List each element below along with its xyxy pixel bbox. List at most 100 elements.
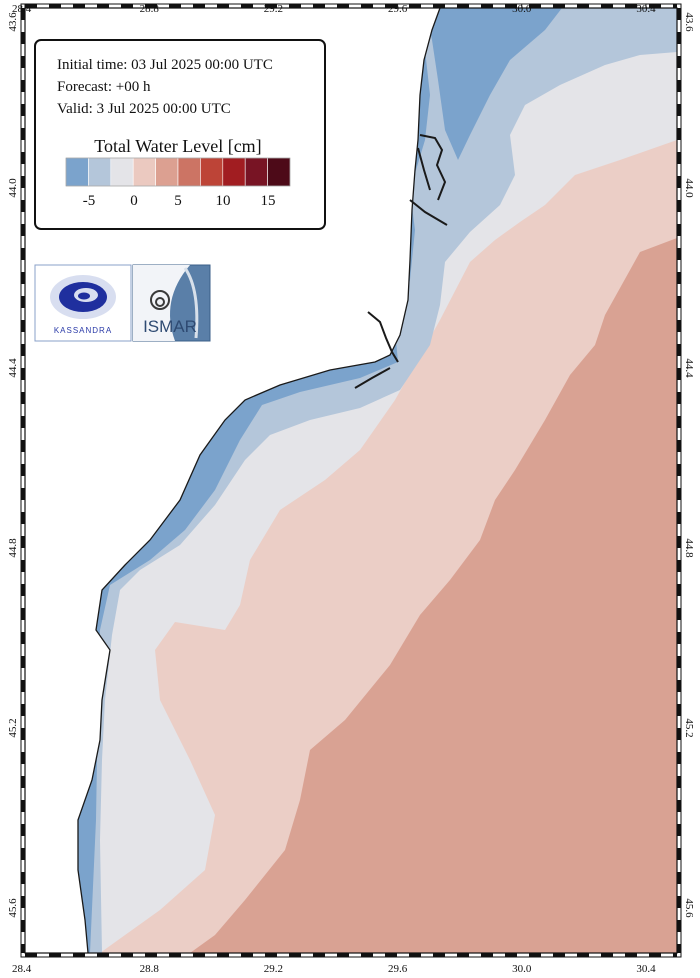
- colorbar-swatch: [132, 157, 156, 187]
- frame-segment: [289, 4, 301, 8]
- frame-segment: [677, 848, 681, 860]
- frame-segment: [73, 4, 85, 8]
- colorbar-swatch: [155, 157, 179, 187]
- frame-segment: [121, 4, 133, 8]
- frame-segment: [601, 4, 613, 8]
- frame-segment: [677, 488, 681, 500]
- frame-segment: [21, 416, 25, 428]
- frame-segment: [677, 368, 681, 380]
- frame-segment: [73, 953, 85, 957]
- frame-segment: [21, 800, 25, 812]
- frame-segment: [577, 4, 589, 8]
- frame-segment: [21, 104, 25, 116]
- frame-segment: [677, 344, 681, 356]
- frame-segment: [677, 536, 681, 548]
- frame-segment: [433, 4, 445, 8]
- lat-tick-label: 43.6: [683, 12, 695, 32]
- sea-band-minus7: [25, 8, 562, 160]
- lon-tick-label: 28.4: [12, 963, 32, 975]
- frame-segment: [21, 584, 25, 596]
- frame-segment: [21, 200, 25, 212]
- frame-segment: [677, 776, 681, 788]
- lat-tick-label: 45.2: [683, 718, 695, 737]
- frame-segment: [361, 4, 373, 8]
- frame-segment: [677, 728, 681, 740]
- frame-segment: [21, 392, 25, 404]
- lon-tick-label: 28.8: [140, 3, 160, 15]
- frame-segment: [677, 944, 681, 953]
- colorbar-swatch: [88, 157, 112, 187]
- map-field: [25, 7, 677, 954]
- frame-segment: [25, 4, 37, 8]
- frame-segment: [21, 776, 25, 788]
- frame-segment: [289, 953, 301, 957]
- frame-segment: [21, 896, 25, 908]
- map-frame: [20, 3, 682, 958]
- frame-segment: [677, 656, 681, 668]
- lat-labels-right: 45.6 45.2 44.8 44.4 44.0 43.6: [683, 12, 695, 918]
- frame-segment: [385, 4, 397, 8]
- frame-segment: [505, 953, 517, 957]
- frame-segment: [677, 32, 681, 44]
- frame-segment: [677, 920, 681, 932]
- frame-segment: [529, 953, 541, 957]
- colorbar-outline: [65, 157, 291, 187]
- colorbar: [65, 157, 291, 187]
- frame-segment: [677, 752, 681, 764]
- frame-segment: [21, 824, 25, 836]
- frame-segment: [337, 953, 349, 957]
- colorbar-tick: -5: [83, 193, 96, 209]
- frame-segment: [677, 440, 681, 452]
- colorbar-tick: 0: [130, 193, 138, 209]
- frame-segment: [457, 953, 469, 957]
- lon-tick-label: 30.4: [636, 3, 656, 15]
- frame-segment: [677, 320, 681, 332]
- land: [25, 8, 440, 953]
- frame-segment: [677, 824, 681, 836]
- frame-segment: [677, 632, 681, 644]
- frame-segment: [457, 4, 469, 8]
- ismar-logo-text: ISMAR: [143, 317, 197, 336]
- ismar-logo: ISMAR: [132, 264, 211, 342]
- frame-segment: [241, 4, 253, 8]
- frame-segment: [21, 632, 25, 644]
- frame-segment: [21, 320, 25, 332]
- lat-labels-left: 45.6 45.2 44.8 44.4 44.0 43.6: [7, 12, 19, 918]
- frame-segment: [21, 752, 25, 764]
- frame-segment: [677, 464, 681, 476]
- frame-segment: [21, 920, 25, 932]
- frame-segment: [625, 4, 637, 8]
- frame-segment: [193, 4, 205, 8]
- lon-tick-label: 29.2: [264, 3, 283, 15]
- colorbar-tick: 15: [261, 193, 276, 209]
- lat-tick-label: 44.8: [683, 538, 695, 558]
- frame-segment: [21, 296, 25, 308]
- frame-segment: [21, 680, 25, 692]
- frame-segment: [385, 953, 397, 957]
- lon-labels-top: 28.4 28.8 29.2 29.6 30.0 30.4: [12, 3, 656, 15]
- colorbar-tick: 5: [174, 193, 182, 209]
- frame-segment: [677, 416, 681, 428]
- frame-segment: [677, 104, 681, 116]
- frame-segment: [193, 953, 205, 957]
- lon-tick-label: 28.4: [12, 3, 32, 15]
- frame-segment: [21, 128, 25, 140]
- frame-segment: [649, 953, 661, 957]
- colorbar-swatch: [177, 157, 201, 187]
- frame-segment: [529, 4, 541, 8]
- frame-segment: [677, 176, 681, 188]
- frame-segment: [337, 4, 349, 8]
- frame-segment: [49, 953, 61, 957]
- frame-segment: [21, 728, 25, 740]
- colorbar-swatch: [267, 157, 291, 187]
- frame-segment: [25, 953, 37, 957]
- frame-segment: [553, 953, 565, 957]
- lat-tick-label: 44.4: [7, 358, 19, 378]
- colorbar-swatch: [222, 157, 246, 187]
- frame-segment: [409, 4, 421, 8]
- kassandra-logo: KASSANDRA: [34, 264, 132, 342]
- frame-segment: [21, 656, 25, 668]
- frame-segment: [677, 512, 681, 524]
- frame-segment: [21, 32, 25, 44]
